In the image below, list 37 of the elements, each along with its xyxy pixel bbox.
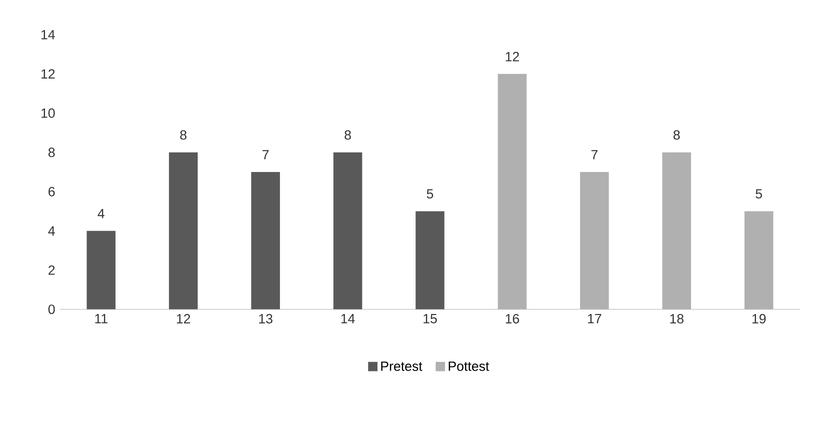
- bar: [251, 172, 280, 310]
- bar: [498, 74, 527, 310]
- bar: [744, 211, 774, 310]
- x-tick-label: 13: [259, 314, 272, 324]
- x-tick-label: 16: [506, 314, 520, 324]
- bar: [86, 230, 116, 310]
- x-tick-label: 15: [424, 314, 437, 324]
- y-tick-label: 4: [48, 226, 55, 236]
- data-label: 8: [344, 130, 351, 140]
- x-tick-label: 14: [341, 314, 355, 324]
- x-tick-label: 18: [670, 314, 684, 324]
- x-tick-label: 19: [752, 314, 766, 324]
- bar: [168, 152, 198, 310]
- y-tick-label: 6: [48, 186, 55, 196]
- bar: [580, 172, 609, 310]
- y-tick-label: 2: [48, 265, 55, 275]
- data-label: 7: [591, 150, 598, 160]
- y-tick-label: 8: [48, 148, 55, 157]
- data-label: 4: [98, 208, 104, 218]
- x-tick-label: 12: [176, 314, 190, 324]
- legend-label: Pretest: [381, 361, 422, 371]
- data-label: 12: [506, 52, 519, 62]
- data-label: 5: [426, 189, 434, 198]
- bar: [662, 152, 692, 310]
- x-tick-label: 17: [588, 314, 602, 324]
- data-label: 7: [262, 150, 269, 160]
- data-label: 8: [180, 130, 186, 140]
- bar: [416, 211, 444, 310]
- data-label: 8: [674, 130, 680, 140]
- y-tick-label: 14: [41, 30, 55, 40]
- y-tick-label: 0: [48, 304, 55, 314]
- bar: [333, 152, 362, 310]
- data-label: 5: [756, 189, 762, 198]
- x-tick-label: 11: [95, 314, 108, 324]
- y-tick-label: 10: [41, 108, 55, 118]
- y-tick-label: 12: [41, 69, 55, 78]
- legend-label: Pottest: [448, 361, 490, 371]
